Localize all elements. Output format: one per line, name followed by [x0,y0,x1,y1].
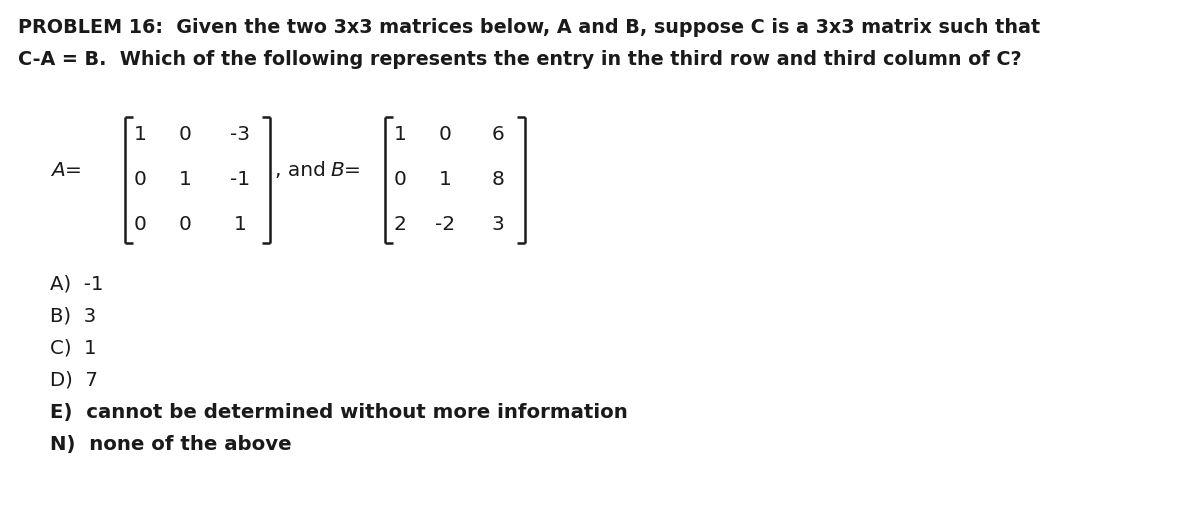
Text: 1: 1 [234,215,246,234]
Text: C)  1: C) 1 [50,339,97,358]
Text: 2: 2 [394,215,407,234]
Text: -1: -1 [230,170,250,189]
Text: PROBLEM 16:  Given the two 3x3 matrices below, A and B, suppose C is a 3x3 matri: PROBLEM 16: Given the two 3x3 matrices b… [18,18,1040,37]
Text: 0: 0 [133,215,146,234]
Text: 6: 6 [492,125,504,144]
Text: D)  7: D) 7 [50,371,98,390]
Text: -2: -2 [434,215,455,234]
Text: $\mathit{A}$=: $\mathit{A}$= [50,160,82,179]
Text: E)  cannot be determined without more information: E) cannot be determined without more inf… [50,403,628,422]
Text: 0: 0 [438,125,451,144]
Text: 0: 0 [179,125,192,144]
Text: 1: 1 [438,170,451,189]
Text: $\mathit{B}$=: $\mathit{B}$= [330,160,360,179]
Text: 1: 1 [179,170,192,189]
Text: , and: , and [275,160,332,179]
Text: 0: 0 [394,170,407,189]
Text: 8: 8 [492,170,504,189]
Text: -3: -3 [230,125,250,144]
Text: 3: 3 [492,215,504,234]
Text: 1: 1 [133,125,146,144]
Text: C-A = B.  Which of the following represents the entry in the third row and third: C-A = B. Which of the following represen… [18,50,1021,69]
Text: N)  none of the above: N) none of the above [50,435,292,454]
Text: 0: 0 [133,170,146,189]
Text: B)  3: B) 3 [50,307,96,326]
Text: 1: 1 [394,125,407,144]
Text: 0: 0 [179,215,192,234]
Text: A)  -1: A) -1 [50,275,103,294]
